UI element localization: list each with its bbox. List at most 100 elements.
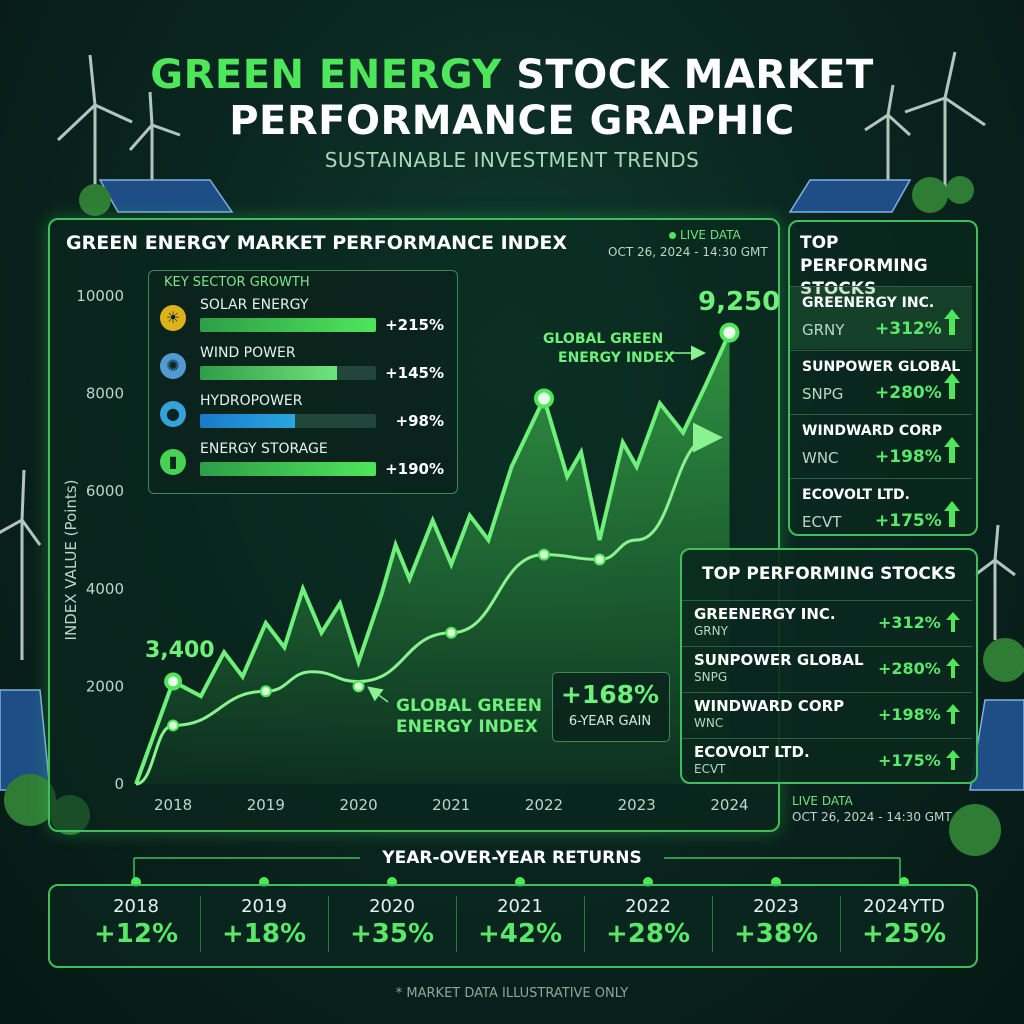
y-axis-label: INDEX VALUE (Points) — [62, 480, 80, 641]
index-area-fill — [136, 332, 730, 784]
series-label-upper-line1: GLOBAL GREEN — [543, 331, 663, 347]
yoy-cell: 2021 +42% — [456, 896, 584, 949]
water-drop-icon: ● — [160, 401, 186, 427]
index-line-main — [134, 331, 732, 785]
stock-change: +175% — [878, 751, 941, 770]
stock-ticker: ECVT — [802, 513, 842, 531]
yoy-year: 2023 — [753, 896, 799, 917]
sector-bar-fill — [200, 366, 338, 380]
sector-bar-track — [200, 366, 376, 380]
live-data-label-2: LIVE DATA — [792, 794, 853, 808]
stock-row-2[interactable]: GREENERGY INC. GRNY +312% — [682, 600, 972, 645]
title-line2: PERFORMANCE GRAPHIC — [229, 98, 795, 144]
top-stocks-title: TOP PERFORMING STOCKS — [800, 233, 928, 299]
yoy-cell: 2020 +35% — [328, 896, 456, 949]
up-arrow-icon — [944, 437, 960, 463]
trend-point-marker — [593, 553, 606, 566]
live-data-label: LIVE DATA — [680, 228, 741, 242]
data-point-marker — [164, 672, 183, 691]
stock-row[interactable]: SUNPOWER GLOBAL SNPG +280% — [790, 350, 972, 413]
stock-ticker: SNPG — [802, 385, 844, 403]
x-tick-label: 2020 — [339, 796, 377, 814]
up-arrow-icon — [944, 309, 960, 335]
series-label-lower-arrow — [367, 686, 389, 703]
stock-change: +198% — [878, 705, 941, 724]
y-tick-label: 0 — [114, 775, 124, 793]
sector-label: ENERGY STORAGE — [200, 441, 328, 457]
title-rest: STOCK MARKET — [516, 52, 874, 98]
stock-change: +198% — [875, 447, 942, 467]
yoy-year: 2021 — [497, 896, 543, 917]
trend-point-marker — [259, 685, 272, 698]
up-arrow-icon — [946, 750, 960, 770]
stock-ticker: SNPG — [694, 670, 728, 684]
stock-ticker: WNC — [694, 716, 724, 730]
sector-value: +190% — [385, 460, 444, 478]
top-stocks-title-2: TOP PERFORMING STOCKS — [702, 564, 957, 584]
start-value-label: 3,400 — [145, 638, 215, 663]
stock-name: ECOVOLT LTD. — [802, 487, 910, 503]
stock-name: GREENERGY INC. — [802, 295, 935, 311]
sector-bar-fill — [200, 318, 376, 332]
up-arrow-icon — [946, 704, 960, 724]
stock-name: SUNPOWER GLOBAL — [802, 359, 961, 375]
yoy-year: 2019 — [241, 896, 287, 917]
y-tick-label: 4000 — [86, 580, 124, 598]
stock-ticker: ECVT — [694, 762, 726, 776]
yoy-box — [48, 884, 978, 968]
stock-change: +312% — [875, 319, 942, 339]
stock-name: ECOVOLT LTD. — [694, 743, 810, 761]
live-data-date: OCT 26, 2024 - 14:30 GMT — [608, 245, 768, 259]
yoy-divider — [200, 896, 201, 952]
stock-row-2[interactable]: SUNPOWER GLOBAL SNPG +280% — [682, 646, 972, 691]
sector-bar-track — [200, 318, 376, 332]
stock-name: WINDWARD CORP — [694, 697, 845, 715]
footnote: * MARKET DATA ILLUSTRATIVE ONLY — [395, 986, 629, 1001]
stock-change: +312% — [878, 613, 941, 632]
stock-ticker: GRNY — [802, 321, 845, 339]
y-tick-label: 2000 — [86, 677, 124, 695]
index-line-trend — [135, 422, 723, 786]
sector-bar-track — [200, 462, 376, 476]
x-tick-label: 2021 — [432, 796, 470, 814]
y-tick-label: 8000 — [86, 385, 124, 403]
stock-name: GREENERGY INC. — [694, 605, 836, 623]
trend-point-marker — [352, 680, 365, 693]
stock-name: WINDWARD CORP — [802, 423, 943, 439]
data-point-marker — [719, 322, 740, 343]
sector-value: +98% — [395, 412, 444, 430]
yoy-divider — [584, 896, 585, 952]
stock-row[interactable]: WINDWARD CORP WNC +198% — [790, 414, 972, 477]
up-arrow-icon — [946, 612, 960, 632]
x-tick-label: 2018 — [154, 796, 192, 814]
live-indicator-dot — [669, 232, 676, 239]
sector-growth-box — [148, 270, 458, 494]
battery-icon: ▮ — [160, 449, 186, 475]
x-tick-label: 2022 — [525, 796, 563, 814]
stock-change: +280% — [878, 659, 941, 678]
yoy-return: +42% — [477, 919, 563, 949]
title-highlight: GREEN ENERGY — [150, 52, 502, 98]
series-label-lower-line2: ENERGY INDEX — [396, 717, 538, 737]
data-point-marker — [534, 388, 554, 409]
stock-row-2[interactable]: ECOVOLT LTD. ECVT +175% — [682, 738, 972, 783]
stock-row[interactable]: GREENERGY INC. GRNY +312% — [790, 286, 972, 349]
x-tick-label: 2019 — [247, 796, 285, 814]
sector-bar-fill — [200, 462, 376, 476]
yoy-cell: 2019 +18% — [200, 896, 328, 949]
stock-ticker: GRNY — [694, 624, 728, 638]
stock-row[interactable]: ECOVOLT LTD. ECVT +175% — [790, 478, 972, 541]
yoy-year: 2020 — [369, 896, 415, 917]
stock-row-2[interactable]: WINDWARD CORP WNC +198% — [682, 692, 972, 737]
yoy-return: +28% — [605, 919, 691, 949]
yoy-divider — [328, 896, 329, 952]
chart-panel-title: GREEN ENERGY MARKET PERFORMANCE INDEX — [66, 232, 567, 254]
trend-point-marker — [167, 719, 180, 732]
yoy-cell: 2022 +28% — [584, 896, 712, 949]
sun-icon: ☀ — [160, 305, 186, 331]
yoy-return: +38% — [733, 919, 819, 949]
sector-bar-track — [200, 414, 376, 428]
up-arrow-icon — [944, 501, 960, 527]
y-tick-label: 10000 — [76, 287, 124, 305]
